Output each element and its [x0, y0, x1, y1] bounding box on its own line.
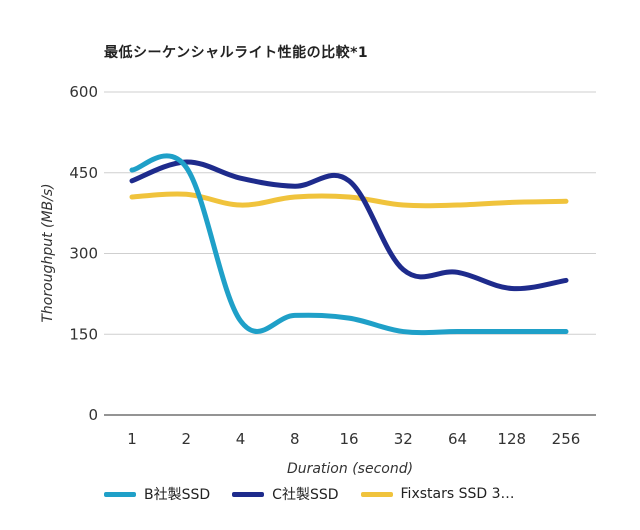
x-tick-label: 256: [552, 430, 581, 448]
series-line-0: [129, 153, 569, 336]
legend-swatch: [104, 491, 136, 497]
x-tick-label: 128: [497, 430, 526, 448]
legend-label: C社製SSD: [272, 487, 339, 503]
series-line-2: [129, 191, 569, 209]
legend-label: Fixstars SSD 3…: [400, 486, 515, 502]
legend-label: B社製SSD: [144, 487, 211, 503]
legend-swatch: [232, 491, 265, 497]
x-tick-label: 1: [127, 430, 137, 448]
grid-lines: [104, 91, 596, 416]
legend-item-0: B社製SSD: [104, 484, 210, 504]
x-tick-label: 2: [181, 430, 191, 448]
y-tick-label: 150: [69, 325, 98, 343]
y-tick-label: 0: [88, 406, 98, 424]
x-tick-label: 32: [394, 430, 413, 448]
legend-swatch: [360, 491, 393, 497]
legend-item-2: Fixstars SSD 3…: [360, 486, 515, 502]
y-axis-label: Thoroughput (MB/s): [40, 183, 56, 322]
x-tick-label: 4: [236, 430, 246, 448]
y-tick-label: 450: [69, 164, 98, 182]
chart-title: 最低シーケンシャルライト性能の比較*1: [104, 45, 369, 61]
series-lines: [129, 153, 569, 336]
x-tick-labels: 1 2 4 8 16 32 64 128 256: [127, 430, 580, 448]
x-tick-label: 64: [448, 430, 467, 448]
y-tick-labels: 0 150 300 450 600: [69, 83, 98, 424]
legend-item-1: C社製SSD: [232, 484, 339, 504]
x-tick-label: 16: [339, 430, 358, 448]
y-tick-label: 300: [69, 245, 98, 263]
legend: B社製SSD C社製SSD Fixstars SSD 3…: [104, 484, 515, 504]
x-axis-label: Duration (second): [287, 461, 413, 477]
y-tick-label: 600: [69, 83, 98, 101]
series-line-1: [129, 159, 569, 292]
x-tick-label: 8: [290, 430, 300, 448]
